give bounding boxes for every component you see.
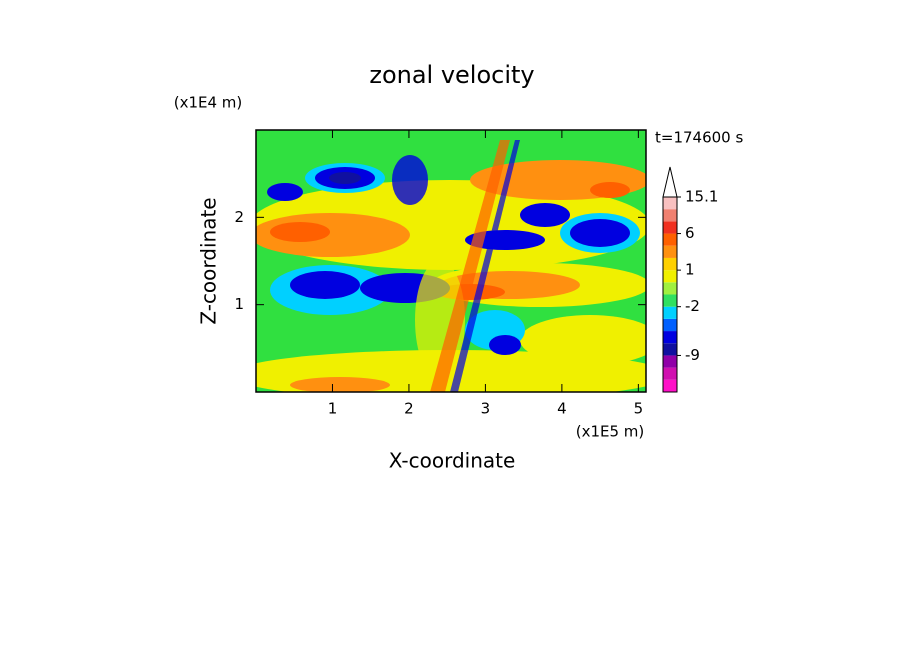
x-tick-label: 5 bbox=[634, 400, 644, 418]
x-unit: (x1E5 m) bbox=[576, 423, 645, 441]
colorbar-segment bbox=[663, 367, 677, 380]
y-tick-label: 1 bbox=[234, 295, 244, 313]
colorbar-segment bbox=[663, 197, 677, 210]
y-unit: (x1E4 m) bbox=[174, 94, 243, 112]
colorbar-segment bbox=[663, 221, 677, 234]
time-label: t=174600 s bbox=[655, 129, 743, 147]
chart-title: zonal velocity bbox=[369, 61, 534, 89]
plot-frame bbox=[255, 129, 647, 393]
colorbar-frame bbox=[662, 196, 678, 393]
x-tick-label: 1 bbox=[328, 400, 338, 418]
y-tick-label: 2 bbox=[234, 208, 244, 226]
colorbar-tick-label: -9 bbox=[685, 346, 700, 364]
colorbar-segment bbox=[663, 282, 677, 295]
colorbar-segment bbox=[663, 343, 677, 356]
colorbar-segment bbox=[663, 245, 677, 258]
x-tick-label: 2 bbox=[404, 400, 414, 418]
x-axis-label: X-coordinate bbox=[389, 449, 516, 473]
colorbar-tick-label: -2 bbox=[685, 297, 700, 315]
colorbar-tick-label: 1 bbox=[685, 261, 695, 279]
colorbar-tick-label: 6 bbox=[685, 224, 695, 242]
colorbar-segment bbox=[663, 270, 677, 283]
x-tick-label: 4 bbox=[557, 400, 567, 418]
colorbar-segment bbox=[663, 209, 677, 222]
colorbar-segment bbox=[663, 379, 677, 392]
colorbar-tick-label: 15.1 bbox=[685, 188, 718, 206]
colorbar-segment bbox=[663, 355, 677, 368]
colorbar-segment bbox=[663, 318, 677, 332]
colorbar-segment bbox=[663, 294, 677, 307]
colorbar-segment bbox=[663, 233, 677, 246]
colorbar-segment bbox=[663, 331, 677, 344]
colorbar-segment bbox=[663, 306, 677, 319]
colorbar-extension bbox=[662, 166, 678, 198]
y-axis-label: Z-coordinate bbox=[197, 197, 221, 324]
colorbar-segment bbox=[663, 257, 677, 271]
x-tick-label: 3 bbox=[481, 400, 491, 418]
contour-field bbox=[256, 130, 646, 392]
